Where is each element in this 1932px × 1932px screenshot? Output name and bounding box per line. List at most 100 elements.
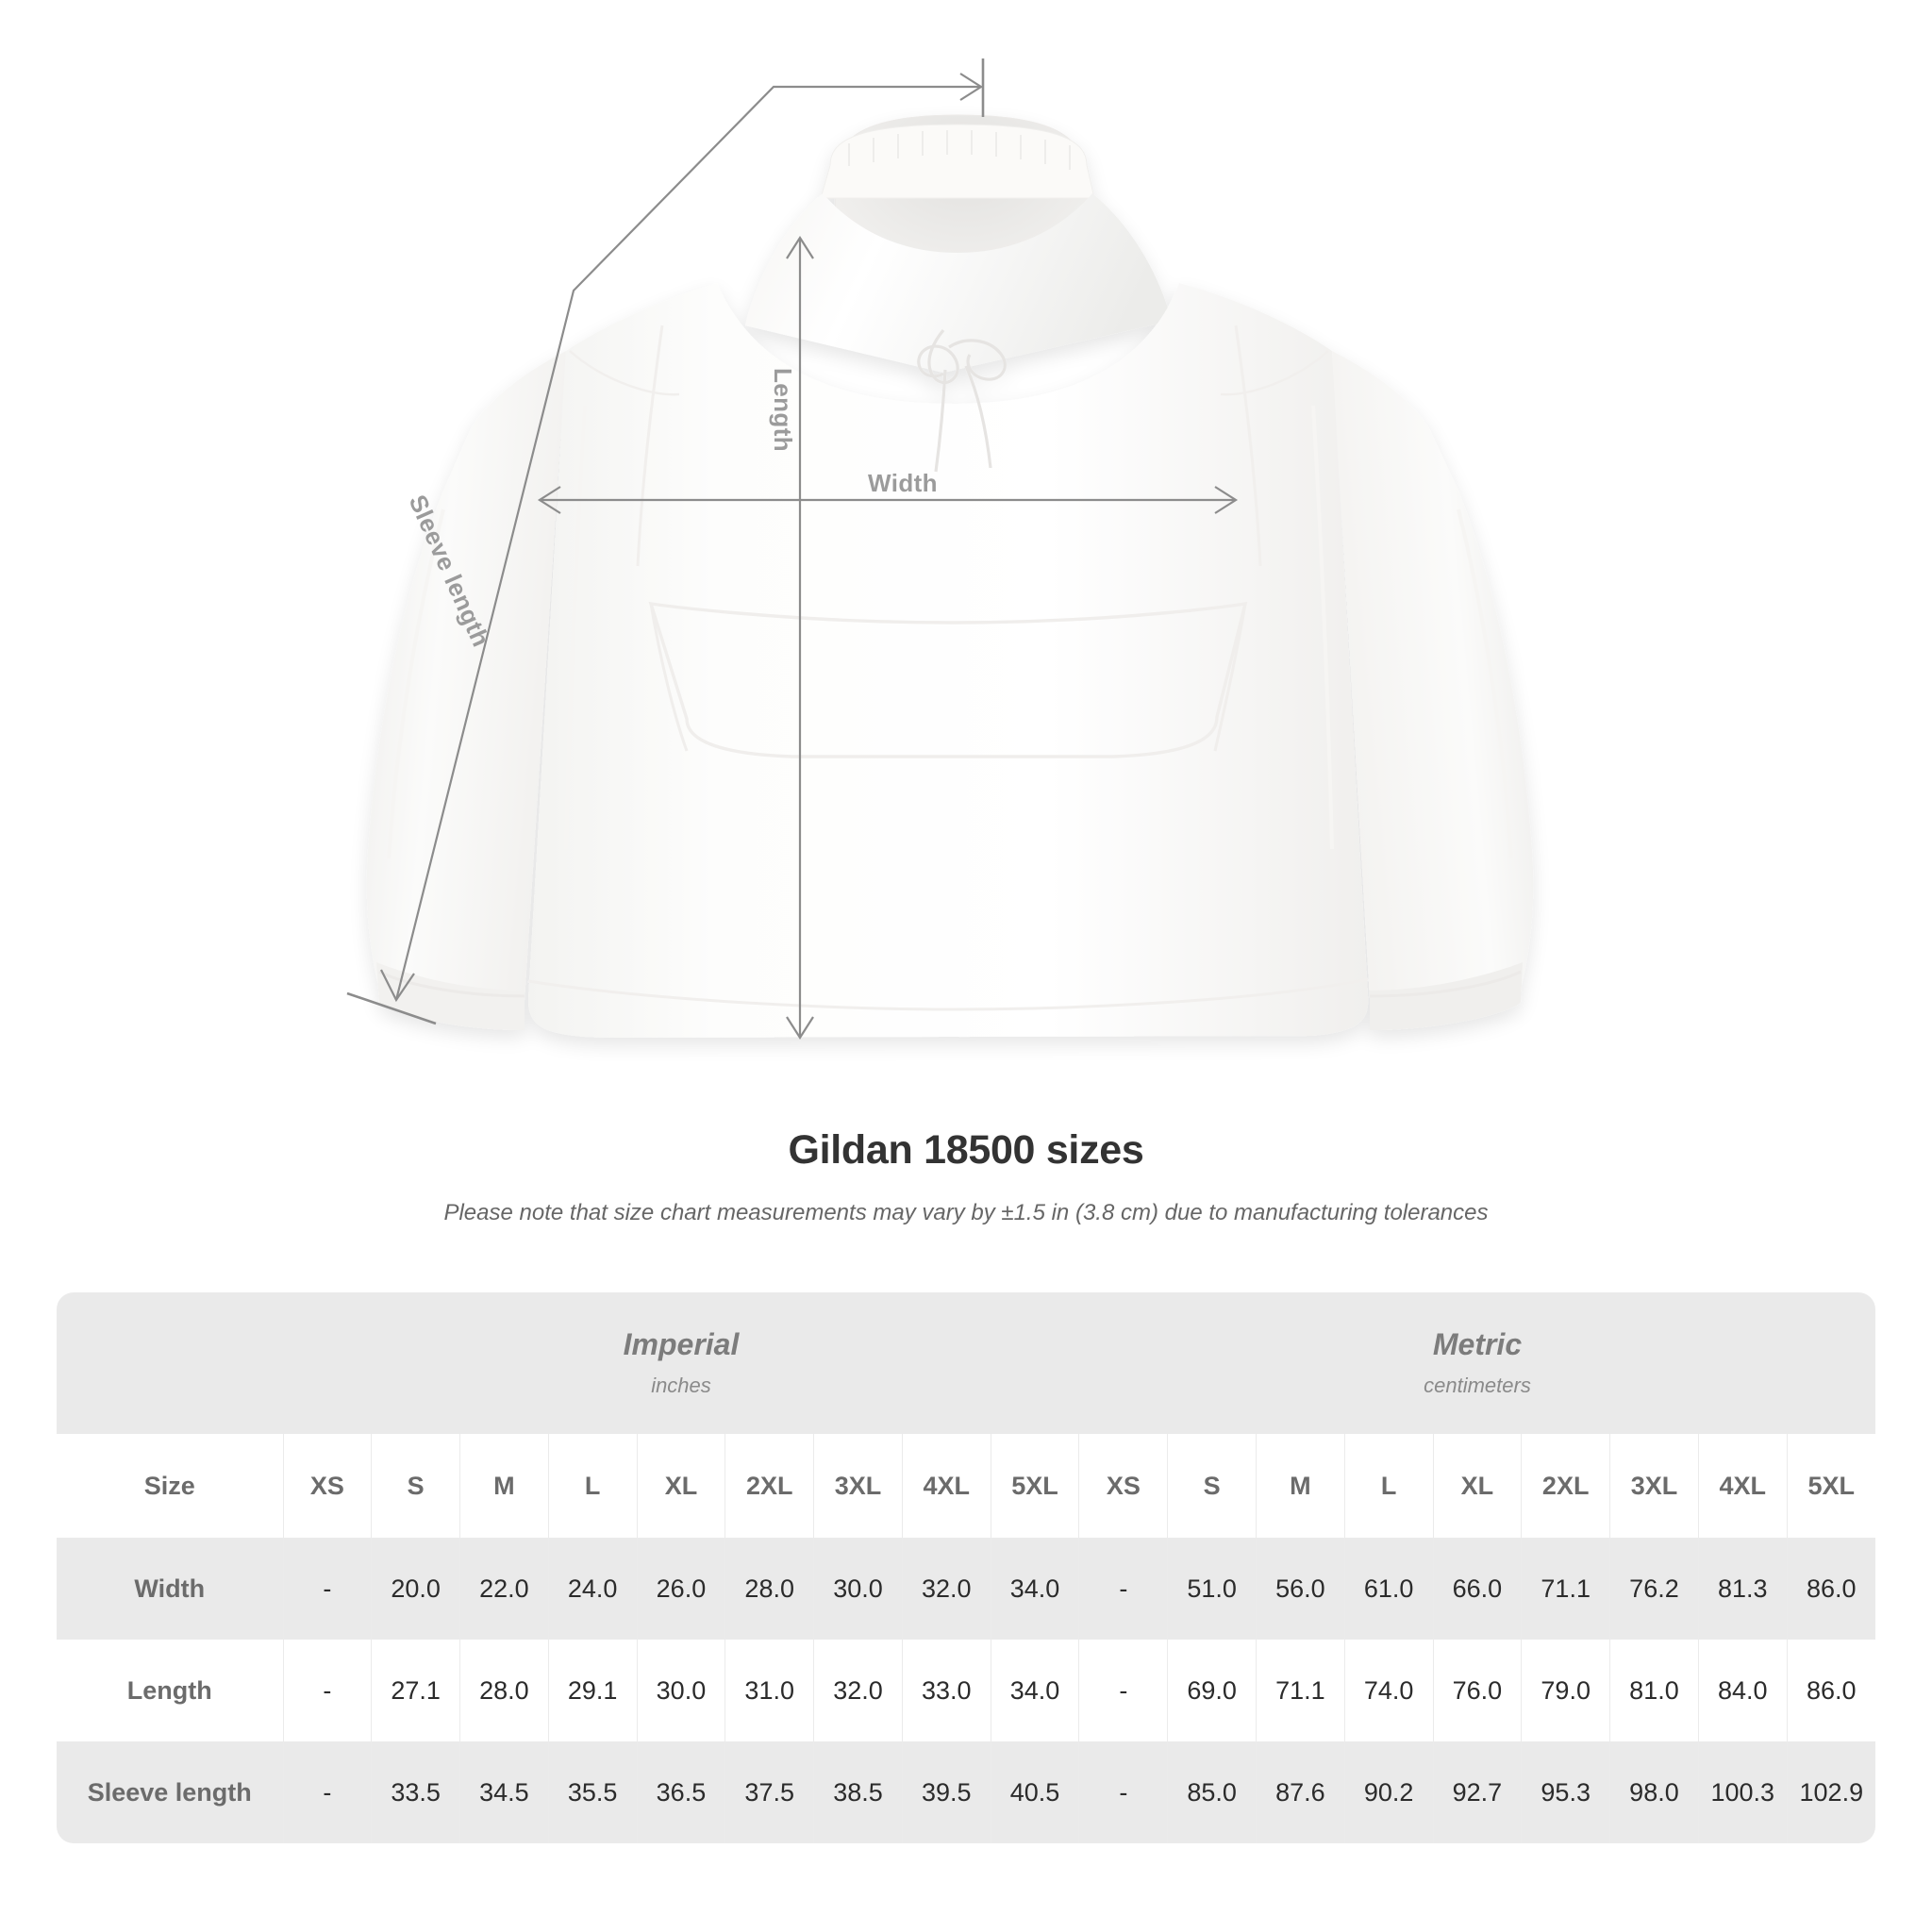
column-header-size: Size: [57, 1434, 284, 1538]
cell-metric-2xl: 95.3: [1521, 1741, 1611, 1843]
length-dimension-label: Length: [769, 368, 797, 453]
row-label-width: Width: [57, 1538, 284, 1640]
cell-metric-5xl: 102.9: [1787, 1741, 1875, 1843]
width-dimension-label: Width: [868, 469, 938, 497]
length-arrow-head-bottom: [786, 1016, 814, 1041]
cell-metric-3xl: 98.0: [1609, 1741, 1699, 1843]
length-arrow-head-top: [786, 235, 814, 259]
column-header-3xl-metric: 3XL: [1609, 1434, 1699, 1538]
column-header-xl-metric: XL: [1433, 1434, 1523, 1538]
cell-imperial-xl: 30.0: [637, 1640, 726, 1741]
cell-metric-xl: 66.0: [1433, 1538, 1523, 1640]
cell-imperial-xl: 36.5: [637, 1741, 726, 1843]
sleeve-end-tick-bottom: [346, 991, 437, 1025]
cell-imperial-xl: 26.0: [637, 1538, 726, 1640]
cell-metric-m: 56.0: [1256, 1538, 1345, 1640]
column-header-2xl-imperial: 2XL: [724, 1434, 815, 1538]
cell-metric-l: 74.0: [1344, 1640, 1434, 1741]
cell-metric-xl: 92.7: [1433, 1741, 1523, 1843]
cell-metric-xl: 76.0: [1433, 1640, 1523, 1741]
cell-imperial-xs: -: [282, 1538, 373, 1640]
column-header-s-metric: S: [1167, 1434, 1257, 1538]
sleeve-arrow-head-top: [959, 73, 984, 101]
cell-imperial-m: 34.5: [459, 1741, 549, 1843]
column-header-s-imperial: S: [371, 1434, 461, 1538]
cell-imperial-2xl: 31.0: [724, 1640, 815, 1741]
column-header-4xl-metric: 4XL: [1698, 1434, 1788, 1538]
table-row: Sleeve length -33.5 34.5 35.5 36.5 37.5 38.5 39…: [57, 1741, 1875, 1843]
cell-imperial-5xl: 40.5: [991, 1741, 1080, 1843]
cell-metric-xs: -: [1078, 1741, 1169, 1843]
cell-metric-2xl: 79.0: [1521, 1640, 1611, 1741]
size-chart-table-wrap: Imperial inches Metric centimeters Size X…: [57, 1292, 1875, 1843]
column-header-m-imperial: M: [459, 1434, 549, 1538]
cell-imperial-3xl: 30.0: [813, 1538, 903, 1640]
column-header-xs-imperial: XS: [282, 1434, 373, 1538]
cell-metric-m: 71.1: [1256, 1640, 1345, 1741]
table-row: Width -20.0 22.0 24.0 26.0 28.0 30.0 32.0 34.0-5…: [57, 1538, 1875, 1640]
row-label-sleeve-length: Sleeve length: [57, 1741, 284, 1843]
cell-imperial-l: 35.5: [548, 1741, 638, 1843]
cell-imperial-4xl: 32.0: [902, 1538, 991, 1640]
cell-imperial-5xl: 34.0: [991, 1640, 1080, 1741]
size-header-row: Size XS S M L XL 2XL 3XL 4XL 5XL XS S M L XL 2XL 3XL 4XL 5…: [57, 1434, 1875, 1538]
cell-metric-4xl: 84.0: [1698, 1640, 1788, 1741]
cell-imperial-xs: -: [282, 1741, 373, 1843]
cell-imperial-2xl: 28.0: [724, 1538, 815, 1640]
cell-imperial-l: 29.1: [548, 1640, 638, 1741]
cell-imperial-m: 28.0: [459, 1640, 549, 1741]
unit-metric-sub: centimeters: [1424, 1373, 1531, 1397]
sleeve-length-line: [394, 85, 981, 1001]
unit-metric-name: Metric: [1432, 1327, 1523, 1362]
title-block: Gildan 18500 sizes Please note that size…: [0, 1127, 1932, 1226]
column-header-xl-imperial: XL: [637, 1434, 726, 1538]
cell-metric-3xl: 81.0: [1609, 1640, 1699, 1741]
hoodie-body-group: [366, 114, 1534, 1038]
cell-metric-m: 87.6: [1256, 1741, 1345, 1843]
unit-imperial-name: Imperial: [623, 1327, 740, 1362]
column-header-xs-metric: XS: [1078, 1434, 1169, 1538]
table-row: Length -27.1 28.0 29.1 30.0 31.0 32.0 33.0 34.0-…: [57, 1640, 1875, 1741]
cell-metric-4xl: 100.3: [1698, 1741, 1788, 1843]
width-arrow-head-right: [1214, 486, 1239, 514]
width-arrow-head-left: [537, 486, 561, 514]
unit-header-imperial: Imperial inches: [283, 1292, 1079, 1434]
cell-metric-s: 69.0: [1167, 1640, 1257, 1741]
cell-imperial-5xl: 34.0: [991, 1538, 1080, 1640]
row-label-length: Length: [57, 1640, 284, 1741]
unit-header-row: Imperial inches Metric centimeters: [57, 1292, 1875, 1434]
cell-imperial-s: 27.1: [371, 1640, 461, 1741]
column-header-5xl-imperial: 5XL: [991, 1434, 1080, 1538]
cell-imperial-s: 33.5: [371, 1741, 461, 1843]
unit-header-metric: Metric centimeters: [1078, 1292, 1875, 1434]
size-chart-table: Imperial inches Metric centimeters Size X…: [57, 1292, 1875, 1843]
cell-imperial-xs: -: [282, 1640, 373, 1741]
cell-metric-2xl: 71.1: [1521, 1538, 1611, 1640]
unit-imperial-sub: inches: [651, 1373, 711, 1397]
cell-imperial-s: 20.0: [371, 1538, 461, 1640]
cell-imperial-3xl: 32.0: [813, 1640, 903, 1741]
page-title: Gildan 18500 sizes: [788, 1127, 1144, 1173]
cell-metric-l: 90.2: [1344, 1741, 1434, 1843]
cell-imperial-3xl: 38.5: [813, 1741, 903, 1843]
column-header-l-imperial: L: [548, 1434, 638, 1538]
column-header-l-metric: L: [1344, 1434, 1434, 1538]
cell-imperial-4xl: 39.5: [902, 1741, 991, 1843]
cell-metric-5xl: 86.0: [1787, 1538, 1875, 1640]
cell-metric-5xl: 86.0: [1787, 1640, 1875, 1741]
sleeve-arrow-head-bottom: [380, 969, 415, 1003]
page-subtitle: Please note that size chart measurements…: [443, 1200, 1489, 1225]
measurement-lines: [346, 58, 1239, 1041]
cell-metric-l: 61.0: [1344, 1538, 1434, 1640]
cell-metric-3xl: 76.2: [1609, 1538, 1699, 1640]
column-header-5xl-metric: 5XL: [1787, 1434, 1875, 1538]
column-header-4xl-imperial: 4XL: [902, 1434, 991, 1538]
cell-imperial-4xl: 33.0: [902, 1640, 991, 1741]
cell-imperial-2xl: 37.5: [724, 1741, 815, 1843]
cell-metric-xs: -: [1078, 1538, 1169, 1640]
cell-metric-4xl: 81.3: [1698, 1538, 1788, 1640]
column-header-2xl-metric: 2XL: [1521, 1434, 1611, 1538]
column-header-3xl-imperial: 3XL: [813, 1434, 903, 1538]
column-header-m-metric: M: [1256, 1434, 1345, 1538]
hoodie-illustration: [346, 58, 1534, 1041]
